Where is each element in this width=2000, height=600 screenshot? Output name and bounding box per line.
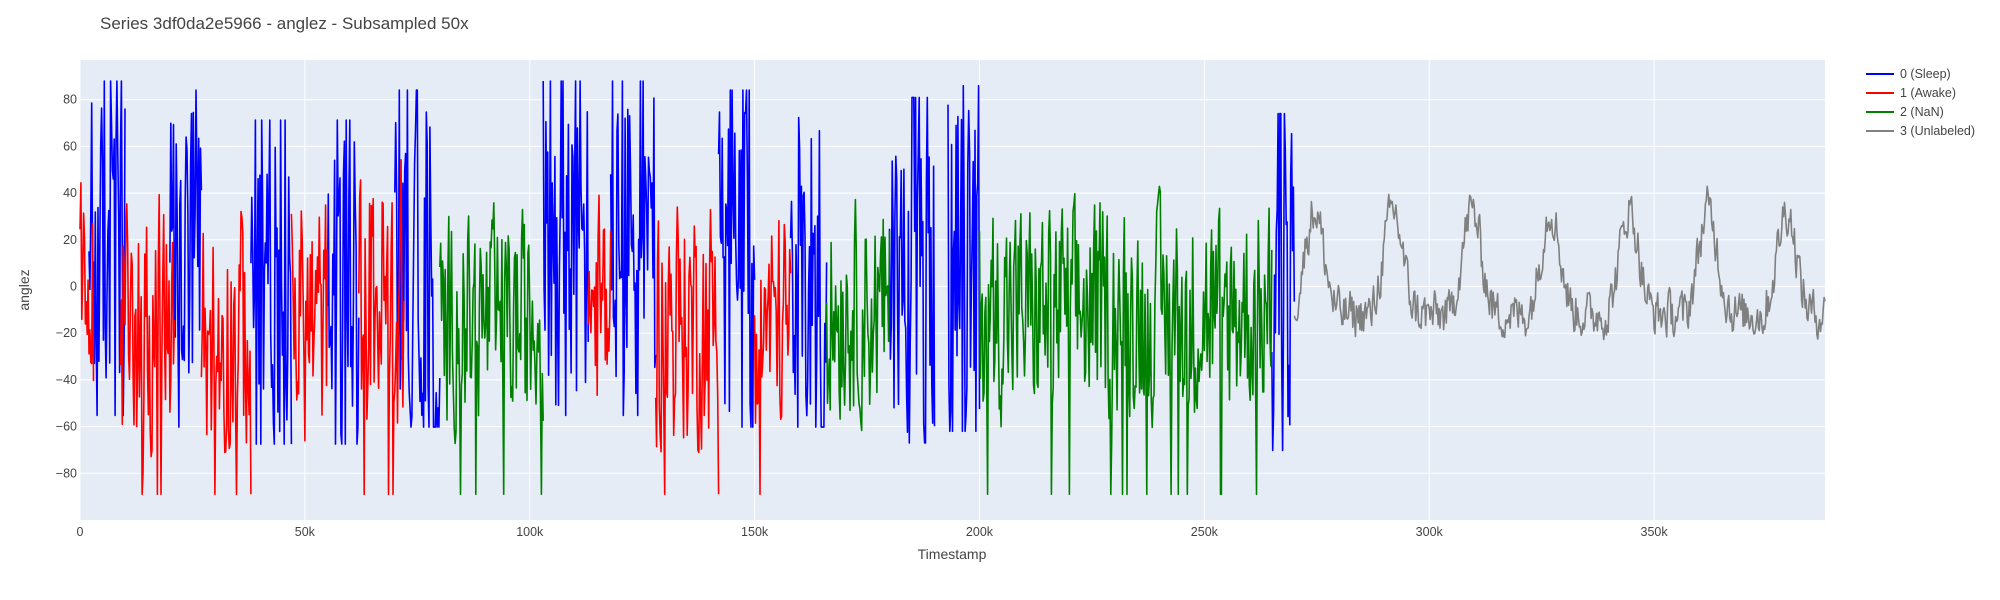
legend[interactable]: 0 (Sleep) 1 (Awake) 2 (NaN) 3 (Unlabeled) [1866,67,1975,138]
series-line-segment [717,89,756,428]
y-axis-ticks: 80 60 40 20 0 −20 −40 −60 −80 [56,93,77,481]
x-tick-label: 350k [1641,525,1669,539]
series-line-segment [358,159,405,496]
x-tick-label: 300k [1416,525,1444,539]
y-tick-label: −40 [56,373,77,387]
series-line-segment [79,182,95,382]
series-line-segment [1293,185,1826,341]
y-tick-label: −80 [56,466,77,480]
series-line-segment [250,119,293,445]
series-1 [79,159,792,496]
legend-item[interactable]: 3 (Unlabeled) [1866,124,1975,138]
legend-item[interactable]: 2 (NaN) [1866,105,1944,119]
chart-title: Series 3df0da2e5966 - anglez - Subsample… [100,14,469,33]
series-line-segment [978,185,1273,496]
y-tick-label: 80 [63,93,77,107]
legend-label: 0 (Sleep) [1900,67,1951,81]
x-tick-label: 150k [741,525,769,539]
y-tick-label: 20 [63,233,77,247]
x-tick-label: 50k [295,525,316,539]
legend-item[interactable]: 0 (Sleep) [1866,67,1951,81]
x-axis-ticks: 0 50k 100k 150k 200k 250k 300k 350k [77,525,1669,539]
series-line-segment [290,204,329,442]
series-line-segment [169,89,203,428]
series-line-segment [888,96,936,444]
x-tick-label: 200k [966,525,994,539]
y-tick-label: 40 [63,186,77,200]
series-line-segment [609,80,657,417]
y-axis-title: anglez [16,269,32,310]
y-tick-label: −60 [56,420,77,434]
series-line-segment [587,194,612,397]
series-line-segment [947,84,981,433]
series-line-segment [88,80,126,417]
series-line-segment [542,80,590,417]
series-line-segment [825,198,891,432]
series-3 [1293,185,1826,341]
x-tick-label: 0 [77,525,84,539]
legend-label: 2 (NaN) [1900,105,1944,119]
y-tick-label: 60 [63,139,77,153]
legend-label: 3 (Unlabeled) [1900,124,1975,138]
series-line-segment [753,219,792,496]
series-0 [88,80,1296,452]
series-line-segment [1271,112,1296,452]
legend-item[interactable]: 1 (Awake) [1866,86,1956,100]
x-tick-label: 250k [1191,525,1219,539]
x-tick-label: 100k [516,525,544,539]
legend-label: 1 (Awake) [1900,86,1956,100]
series-line-segment [439,202,544,496]
series-line-segment [326,119,360,445]
series-2 [439,185,1273,496]
series-lines [79,80,1826,496]
series-line-segment [789,116,828,428]
series-line-segment [119,193,176,496]
x-axis-title: Timestamp [918,546,987,562]
y-tick-label: 0 [70,279,77,293]
y-tick-label: −20 [56,326,77,340]
series-line-segment [654,206,720,496]
series-line-segment [200,210,252,496]
